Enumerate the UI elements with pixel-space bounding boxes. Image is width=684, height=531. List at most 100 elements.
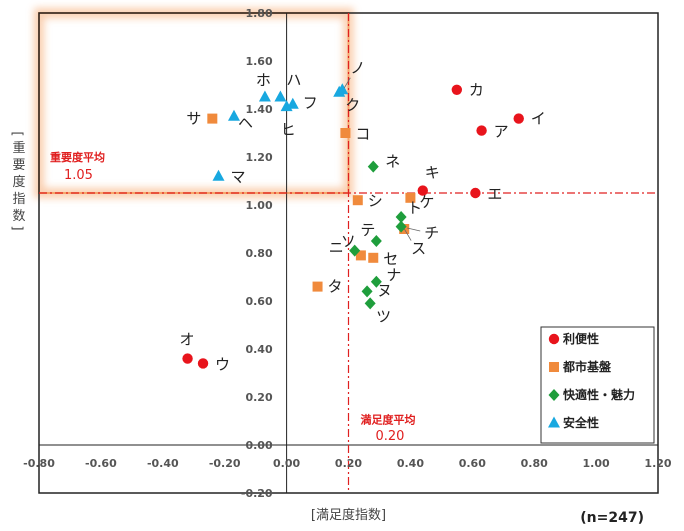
legend-box (540, 326, 655, 444)
legend-marker (548, 333, 560, 345)
point-label: ク (345, 96, 360, 114)
point-label: ヘ (238, 114, 253, 132)
data-point (212, 169, 225, 181)
legend-marker (549, 362, 559, 372)
point-label: ソ (341, 232, 356, 250)
point-label: ノ (350, 59, 365, 77)
data-point (227, 109, 240, 121)
point-label: ヒ (281, 121, 296, 139)
sample-size-note: (n=247) (580, 510, 644, 526)
point-label: エ (487, 185, 502, 203)
data-point (405, 192, 416, 203)
data-point (280, 100, 293, 112)
leader-line (407, 227, 421, 232)
data-point (333, 85, 346, 97)
point-label: ニ (329, 239, 344, 257)
data-point (340, 128, 351, 138)
point-label: サ (186, 110, 201, 128)
y-tick-label: 0.20 (245, 391, 272, 404)
y-tick-label: -0.20 (241, 487, 273, 500)
legend-label: 安全性 (563, 415, 599, 430)
point-label: ス (411, 240, 426, 258)
point-label: オ (180, 331, 195, 349)
y-tick-label: 1.60 (245, 55, 272, 68)
x-tick-label: 0.40 (397, 457, 424, 470)
data-point (207, 113, 218, 124)
data-point (349, 244, 361, 257)
x-axis-title: [満足度指数] (311, 507, 386, 523)
data-point (417, 185, 428, 196)
legend-label: 都市基盤 (562, 359, 612, 374)
legend-marker (548, 416, 560, 428)
data-point (370, 235, 382, 247)
y-tick-label: 1.40 (245, 103, 272, 116)
point-label: ホ (256, 71, 271, 89)
y-tick-label: 1.20 (245, 151, 272, 164)
point-label: ツ (376, 307, 391, 325)
data-point (355, 250, 366, 261)
data-point (451, 84, 463, 96)
point-label: シ (368, 192, 383, 210)
point-label: イ (531, 110, 546, 128)
x-tick-label: -0.40 (147, 457, 179, 470)
x-tick-label: -0.60 (85, 457, 117, 470)
data-point (476, 125, 487, 136)
x-tick-label: 0.20 (335, 457, 362, 470)
point-label: ア (494, 123, 509, 141)
point-label: カ (469, 81, 484, 99)
point-label: ヌ (377, 281, 392, 299)
data-point (513, 113, 524, 124)
point-label: ト (407, 199, 422, 217)
y-tick-label: 0.80 (245, 247, 272, 260)
legend-label: 快適性・魅力 (563, 387, 635, 402)
leader-line (343, 77, 351, 89)
legend-label: 利便性 (563, 331, 599, 346)
data-point (352, 195, 363, 206)
point-label: コ (355, 125, 370, 143)
data-point (182, 353, 193, 364)
point-label: ケ (419, 193, 434, 211)
point-label: フ (303, 94, 318, 112)
x-tick-label: 0.80 (521, 457, 548, 470)
y-tick-label: 0.00 (245, 439, 272, 452)
data-point (364, 297, 376, 310)
point-label: キ (425, 164, 440, 182)
data-point (395, 220, 407, 233)
avg-x-value: 0.20 (376, 429, 405, 444)
data-point (367, 160, 379, 173)
x-tick-label: 0.60 (459, 457, 486, 470)
point-label: ナ (386, 266, 401, 284)
data-point (361, 285, 373, 298)
point-label: マ (231, 168, 246, 186)
y-axis-title: [重要度指数] (10, 131, 26, 234)
data-point (368, 252, 379, 263)
x-tick-label: -0.20 (209, 457, 241, 470)
leader-line (403, 228, 412, 241)
y-tick-label: 0.60 (245, 295, 272, 308)
data-point (197, 358, 209, 369)
x-tick-label: 0.00 (273, 457, 300, 470)
data-point (312, 281, 323, 292)
legend-marker (548, 389, 560, 401)
avg-y-value: 1.05 (64, 168, 93, 183)
data-point (470, 187, 481, 199)
avg-y-label: 重要度平均 (50, 150, 105, 164)
point-label: チ (424, 224, 439, 242)
data-point (274, 90, 287, 102)
x-tick-label: 1.00 (583, 457, 610, 470)
data-point (370, 275, 382, 288)
point-label: タ (328, 278, 343, 296)
point-label: テ (360, 221, 375, 239)
y-tick-label: 0.40 (245, 343, 272, 356)
data-point (258, 90, 271, 102)
point-label: ウ (215, 355, 230, 373)
x-tick-label: 1.20 (644, 457, 671, 470)
y-tick-label: 1.00 (245, 199, 272, 212)
data-point (395, 211, 407, 223)
point-label: ネ (385, 153, 400, 171)
avg-x-label: 満足度平均 (361, 412, 416, 426)
x-tick-label: -0.80 (23, 457, 55, 470)
point-label: セ (383, 250, 398, 268)
